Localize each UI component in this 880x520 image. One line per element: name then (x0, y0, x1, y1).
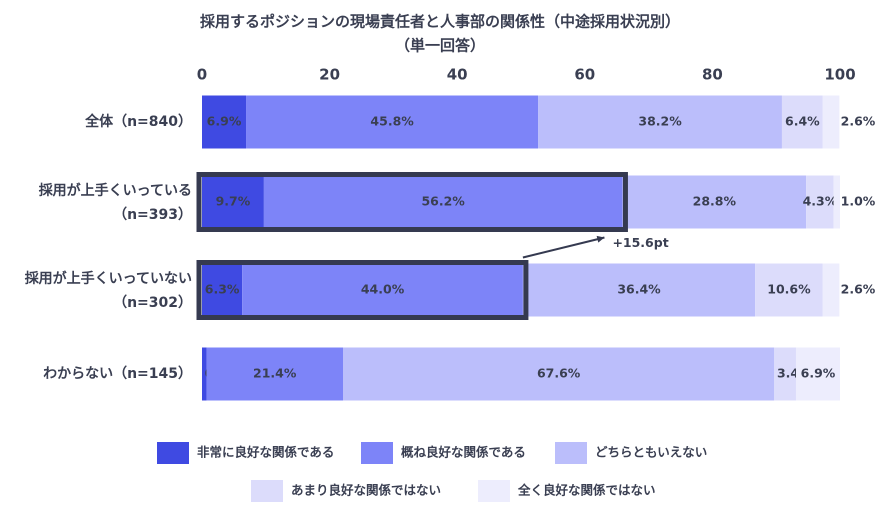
y-tick-label: わからない（n=145） (43, 366, 192, 382)
bar-segment (263, 175, 623, 229)
legend-swatch (251, 480, 283, 502)
y-tick-label-line: （n=302） (113, 295, 192, 311)
bar-segment (206, 347, 343, 401)
chart-subtitle: （単一回答） (395, 37, 485, 55)
annotation: +15.6pt (612, 235, 668, 250)
y-tick-label-line: （n=393） (113, 207, 192, 223)
data-label: 6.4% (785, 114, 820, 129)
x-tick-label: 80 (702, 66, 723, 84)
data-label: 38.2% (638, 114, 682, 129)
y-tick-label-line: 採用が上手くいっている (39, 182, 192, 199)
bar-segment (806, 175, 834, 229)
bar-segment (202, 347, 207, 401)
legend-swatch (555, 442, 587, 464)
bar-segment (246, 95, 539, 149)
bar-segment (522, 263, 756, 317)
y-tick-label-line: 採用が上手くいっていない (25, 270, 192, 287)
data-label: 2.6% (841, 114, 876, 129)
bar-segment (795, 347, 840, 401)
bar-segment (202, 95, 247, 149)
legend-swatch (478, 480, 510, 502)
data-label: 1.0% (841, 194, 876, 209)
y-tick-label: 採用が上手くいっている （n=393） (39, 182, 192, 223)
legend-label: 全く良好な関係ではない (517, 483, 656, 498)
bar-segment (342, 347, 775, 401)
legend-label: 非常に良好な関係である (197, 445, 334, 460)
data-label: 4.3% (803, 194, 838, 209)
bar-segment (822, 95, 840, 149)
bar-segment (202, 263, 243, 317)
data-label: 36.4% (617, 282, 661, 297)
data-label: 6.3% (205, 282, 240, 297)
bar-segment (242, 263, 523, 317)
data-label: 2.6% (841, 282, 876, 297)
bar-segment (538, 95, 782, 149)
legend-swatch (157, 442, 189, 464)
y-tick-label: 採用が上手くいっていない （n=302） (25, 270, 192, 311)
chart-title: 採用するポジションの現場責任者と人事部の関係性（中途採用状況別） (200, 13, 680, 31)
bar-segment (822, 263, 840, 317)
highlight-box (196, 260, 529, 320)
bar-segment (833, 175, 840, 229)
data-label: 6.9% (207, 114, 242, 129)
bar-segment (202, 175, 264, 229)
data-label: 6.9% (801, 366, 836, 381)
bar-segment (774, 347, 796, 401)
x-tick-label: 20 (319, 66, 340, 84)
legend-label: どちらともいえない (595, 445, 707, 460)
data-label: 67.6% (537, 366, 581, 381)
data-label: 9.7% (216, 194, 251, 209)
x-tick-label: 0 (197, 66, 207, 84)
data-label: 56.2% (421, 194, 465, 209)
data-label: 21.4% (253, 366, 297, 381)
x-tick-label: 60 (574, 66, 595, 84)
data-label: 10.6% (767, 282, 811, 297)
y-tick-label: 全体（n=840） (84, 113, 192, 130)
legend-label: あまり良好な関係ではない (291, 483, 441, 498)
annotation-arrowhead (596, 235, 605, 243)
bar-segment (781, 95, 823, 149)
bar-segment (622, 175, 807, 229)
data-label: 44.0% (361, 282, 405, 297)
x-tick-label: 100 (824, 66, 855, 84)
data-label: 45.8% (370, 114, 414, 129)
bar-segment (755, 263, 823, 317)
legend-swatch (361, 442, 393, 464)
data-label: 28.8% (693, 194, 737, 209)
legend-label: 概ね良好な関係である (401, 445, 526, 460)
x-tick-label: 40 (447, 66, 468, 84)
highlight-box (196, 172, 628, 232)
annotation-arrow (522, 236, 605, 259)
